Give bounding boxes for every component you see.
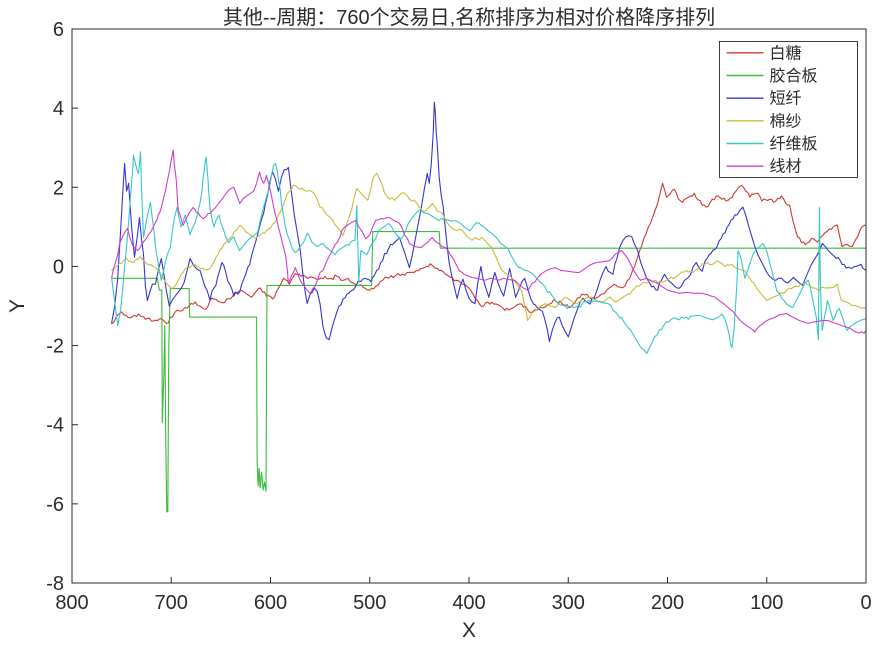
x-tick-label: 800 — [55, 592, 88, 614]
series-line-1-胶合板 — [111, 231, 867, 513]
x-axis-label: X — [462, 619, 476, 642]
legend-label-胶合板: 胶合板 — [770, 67, 818, 85]
y-tick-label: -8 — [46, 573, 64, 595]
x-tick-label: 0 — [860, 592, 871, 614]
series-line-4-纤维板 — [111, 151, 867, 355]
series-layer — [111, 101, 867, 513]
axis-tick-labels: 800 700 600 500 400 300 200 100 0 6 4 2 0 -2 -4 -6 -8 — [46, 19, 871, 614]
y-tick-label: 4 — [53, 98, 64, 120]
legend-label-纤维板: 纤维板 — [770, 135, 818, 153]
y-tick-label: -2 — [46, 336, 64, 358]
axis-ticks — [71, 28, 867, 584]
series-line-2-短纤 — [111, 101, 867, 343]
y-tick-label: 2 — [53, 177, 64, 199]
y-tick-label: -4 — [46, 415, 64, 437]
y-tick-label: 6 — [53, 19, 64, 41]
legend-label-线材: 线材 — [770, 158, 802, 176]
x-tick-label: 500 — [353, 592, 386, 614]
legend-label-白糖: 白糖 — [770, 44, 802, 62]
x-tick-label: 600 — [254, 592, 287, 614]
y-tick-label: -6 — [46, 494, 64, 516]
x-tick-label: 200 — [651, 592, 684, 614]
x-tick-label: 100 — [750, 592, 783, 614]
chart-title: 其他--周期：760个交易日,名称排序为相对价格降序排列 — [223, 6, 715, 29]
y-tick-label: 0 — [53, 256, 64, 278]
y-axis-label: Y — [6, 299, 29, 313]
legend-label-棉纱: 棉纱 — [770, 112, 802, 130]
legend-box — [719, 41, 858, 178]
series-line-3-棉纱 — [111, 172, 867, 322]
legend-label-短纤: 短纤 — [770, 90, 802, 108]
series-line-5-线材 — [111, 149, 867, 334]
x-tick-label: 300 — [552, 592, 585, 614]
x-tick-label: 700 — [155, 592, 188, 614]
x-tick-label: 400 — [452, 592, 485, 614]
